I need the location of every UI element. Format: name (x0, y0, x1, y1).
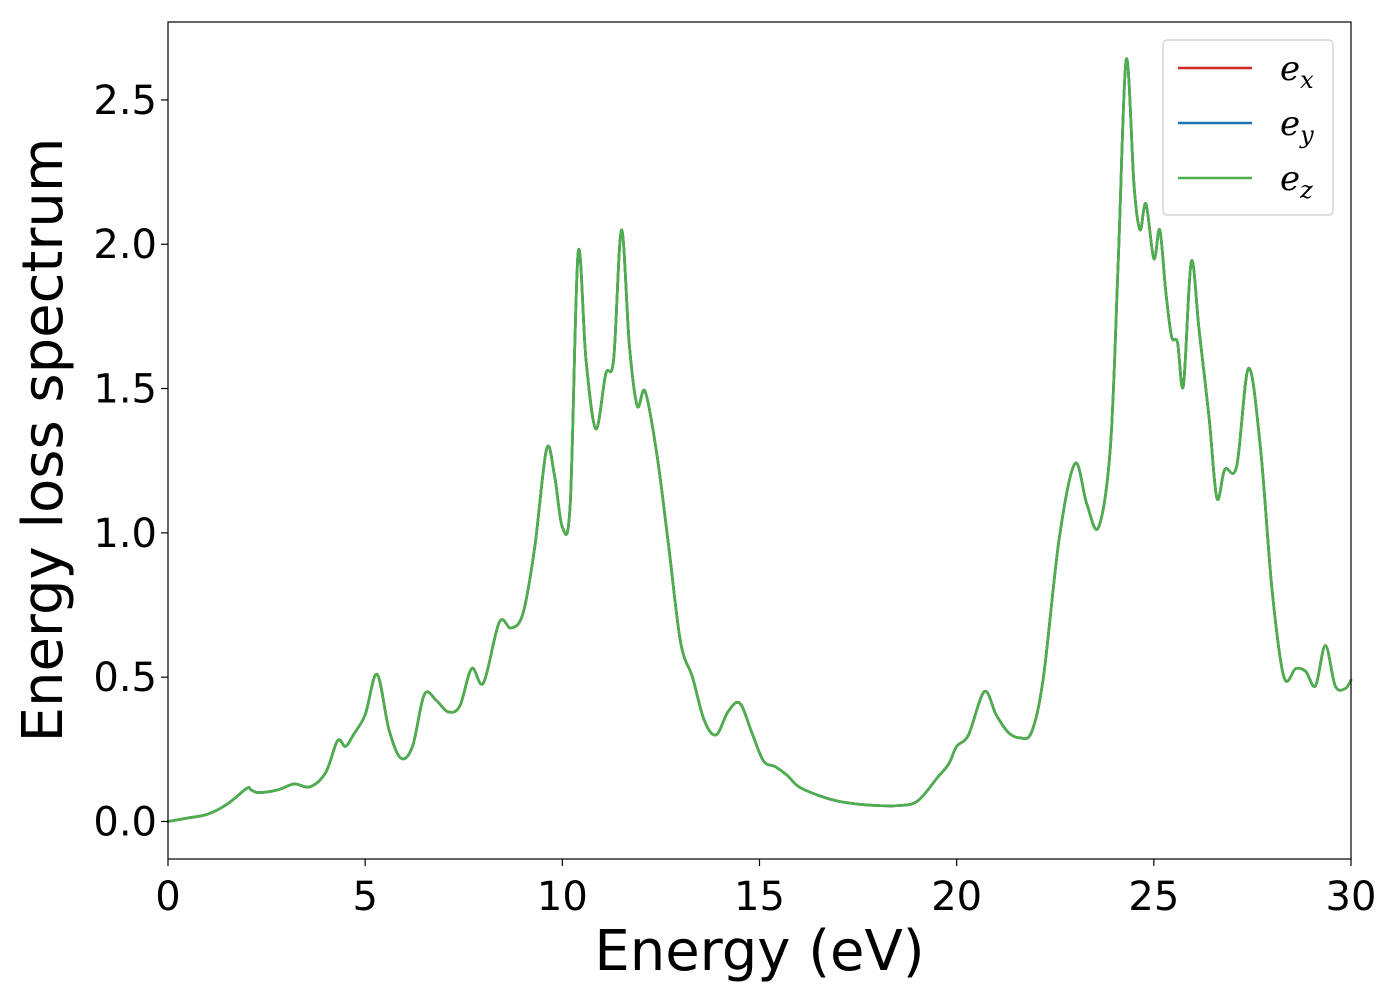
y-tick-label: 2.0 (93, 222, 157, 268)
series-layer (166, 57, 1353, 823)
x-tick-label: 15 (734, 874, 785, 920)
x-tick-label: 10 (537, 874, 588, 920)
legend-frame (1162, 39, 1334, 216)
legend-label-e-y: ey (1280, 104, 1314, 149)
x-axis-title: Energy (eV) (594, 919, 924, 984)
legend: ex ey ez (1162, 39, 1334, 216)
y-tick-label: 1.5 (93, 367, 157, 413)
x-tick-label: 25 (1128, 874, 1179, 920)
y-axis: 0.0 0.5 1.0 1.5 2.0 2.5 (93, 78, 168, 845)
legend-label-e-z: ez (1280, 159, 1313, 204)
y-tick-label: 2.5 (93, 78, 157, 124)
legend-label-e-x: ex (1280, 49, 1314, 94)
series-line-e-z (166, 57, 1353, 823)
y-axis-title: Energy loss spectrum (11, 138, 76, 743)
x-axis: 0 5 10 15 20 25 30 (155, 859, 1376, 920)
y-tick-label: 0.0 (93, 799, 157, 845)
x-tick-label: 0 (155, 874, 180, 920)
x-tick-label: 5 (352, 874, 377, 920)
y-tick-label: 1.0 (93, 511, 157, 557)
x-tick-label: 20 (931, 874, 982, 920)
y-tick-label: 0.5 (93, 655, 157, 701)
x-tick-label: 30 (1326, 874, 1377, 920)
